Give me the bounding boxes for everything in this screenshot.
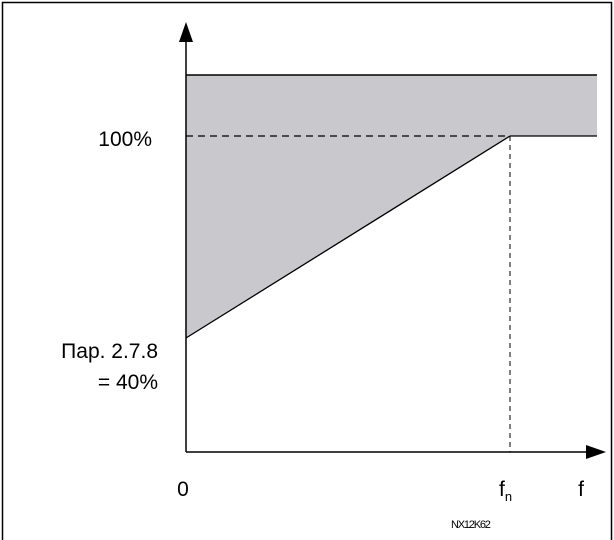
label-par-line2: = 40%	[98, 371, 158, 394]
label-fn: fn	[499, 478, 512, 504]
label-fn-sub: n	[505, 489, 512, 504]
figure-code: NX12K62	[451, 519, 491, 531]
x-axis-arrow-icon	[586, 445, 606, 459]
label-x-zero: 0	[177, 478, 189, 501]
shaded-region	[186, 75, 597, 338]
label-100: 100%	[98, 128, 152, 151]
y-axis-arrow-icon	[179, 22, 193, 42]
ramp-line	[185, 135, 511, 339]
label-par-line1: Пар. 2.7.8	[61, 340, 158, 363]
label-x-axis: f	[578, 478, 584, 501]
label-fn-main: f	[499, 478, 505, 501]
